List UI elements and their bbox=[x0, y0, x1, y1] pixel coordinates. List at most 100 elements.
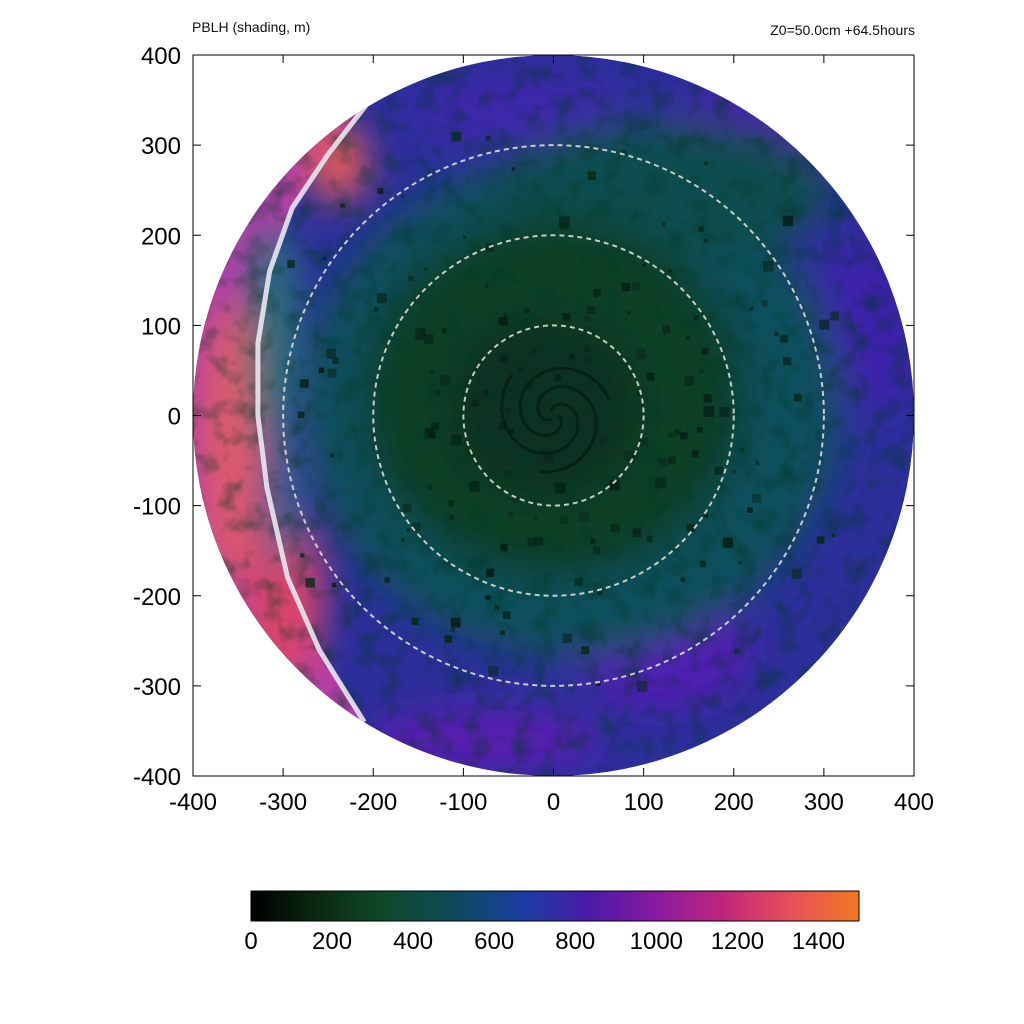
ref-circle-200 bbox=[372, 234, 735, 597]
field-dark-cell bbox=[555, 483, 566, 494]
field-dark-cell bbox=[300, 553, 305, 558]
field-dark-cell bbox=[763, 261, 774, 272]
y-tick-label: -200 bbox=[133, 584, 181, 611]
field-dark-cell bbox=[533, 516, 538, 521]
field-dark-cell bbox=[731, 469, 736, 474]
field-dark-cell bbox=[583, 344, 592, 353]
field-dark-cell bbox=[494, 605, 500, 610]
field-dark-cell bbox=[508, 428, 515, 434]
field-dark-cell bbox=[471, 399, 480, 408]
field-dark-cell bbox=[562, 313, 571, 321]
field-dark-cell bbox=[817, 536, 825, 544]
y-tick-label: -400 bbox=[133, 764, 181, 791]
field-dark-cell bbox=[508, 386, 513, 392]
field-dark-cell bbox=[668, 268, 672, 273]
field-dark-cell bbox=[376, 293, 387, 304]
field-dark-cell bbox=[504, 469, 512, 476]
field-dark-cell bbox=[819, 319, 830, 330]
y-tick-label: -300 bbox=[133, 674, 181, 701]
colorbar bbox=[250, 890, 860, 922]
field-dark-cell bbox=[450, 627, 455, 632]
field-dark-cell bbox=[691, 450, 699, 458]
colorbar-tick-label: 200 bbox=[312, 928, 352, 955]
field-dark-cell bbox=[441, 328, 447, 334]
field-dark-cell bbox=[503, 313, 507, 317]
x-tick-label: -300 bbox=[259, 789, 307, 816]
field-dark-cell bbox=[701, 347, 709, 355]
colorbar-tick-label: 800 bbox=[555, 928, 595, 955]
field-dark-cell bbox=[518, 366, 524, 372]
field-dark-cell bbox=[508, 511, 514, 517]
field-dark-cell bbox=[747, 507, 753, 513]
field-dark-cell bbox=[593, 294, 598, 298]
field-dark-cell bbox=[684, 376, 694, 386]
field-dark-cell bbox=[554, 374, 562, 381]
field-dark-cell bbox=[739, 447, 744, 452]
colorbar-tick-label: 400 bbox=[393, 928, 433, 955]
field-dark-cell bbox=[428, 431, 436, 439]
colorbar-tick-label: 1200 bbox=[711, 928, 764, 955]
field-dark-cell bbox=[597, 589, 603, 596]
field-dark-cell bbox=[680, 432, 688, 440]
field-dark-cell bbox=[484, 284, 489, 289]
field-dark-cell bbox=[297, 411, 305, 419]
field-dark-cell bbox=[699, 560, 707, 568]
field-dark-cell bbox=[761, 300, 768, 307]
field-dark-cell bbox=[596, 681, 601, 686]
field-dark-cell bbox=[415, 330, 425, 340]
field-dark-cell bbox=[632, 528, 642, 538]
field-dark-cell bbox=[703, 406, 715, 417]
field-dark-cell bbox=[331, 582, 337, 588]
x-tick-label: 400 bbox=[894, 789, 934, 816]
field-dark-cell bbox=[444, 635, 453, 644]
field-dark-cell bbox=[384, 577, 390, 583]
field-dark-cell bbox=[734, 648, 739, 654]
field-dark-cell bbox=[332, 357, 339, 364]
field-dark-cell bbox=[401, 194, 405, 198]
field-dark-cell bbox=[693, 315, 699, 321]
field-dark-cell bbox=[642, 263, 646, 267]
field-dark-cell bbox=[680, 577, 686, 583]
field-dark-cell bbox=[322, 256, 327, 261]
y-tick-label: 100 bbox=[141, 313, 181, 340]
field-dark-cell bbox=[451, 131, 462, 142]
field-dark-cell bbox=[411, 522, 421, 532]
field-dark-cell bbox=[527, 537, 536, 547]
field-dark-cell bbox=[423, 334, 434, 344]
field-dark-cell bbox=[662, 325, 671, 334]
field-dark-cell bbox=[749, 307, 754, 311]
field-dark-cell bbox=[411, 617, 419, 625]
x-tick-label: -400 bbox=[169, 789, 217, 816]
field-dark-cell bbox=[534, 537, 543, 546]
field-dark-cell bbox=[500, 544, 508, 552]
field-dark-cell bbox=[426, 484, 433, 491]
y-tick-label: 0 bbox=[168, 404, 181, 431]
colorbar-tick-label: 1000 bbox=[630, 928, 683, 955]
field-dark-cell bbox=[462, 235, 467, 239]
field-dark-cell bbox=[587, 171, 596, 180]
field-dark-cell bbox=[655, 477, 667, 489]
field-dark-cell bbox=[636, 392, 641, 397]
field-dark-cell bbox=[627, 311, 631, 315]
field-dark-cell bbox=[581, 646, 590, 655]
colorbar-tick-label: 0 bbox=[244, 928, 257, 955]
field-dark-cell bbox=[318, 367, 325, 374]
field-dark-cell bbox=[574, 577, 583, 586]
field-dark-cell bbox=[525, 382, 534, 390]
field-dark-cell bbox=[632, 282, 641, 291]
field-dark-cell bbox=[586, 306, 596, 315]
field-dark-cell bbox=[447, 499, 455, 507]
field-dark-cell bbox=[406, 528, 411, 533]
field-dark-cell bbox=[699, 368, 704, 373]
field-dark-cell bbox=[377, 188, 384, 195]
field-dark-cell bbox=[658, 458, 667, 467]
field-dark-cell bbox=[485, 595, 491, 601]
field-dark-cell bbox=[714, 466, 723, 475]
field-dark-cell bbox=[698, 226, 704, 232]
field-dark-cell bbox=[674, 428, 681, 436]
field-dark-cell bbox=[569, 354, 575, 360]
field-dark-cell bbox=[782, 215, 793, 227]
pblh-field bbox=[193, 55, 914, 776]
field-dark-cell bbox=[722, 537, 733, 548]
